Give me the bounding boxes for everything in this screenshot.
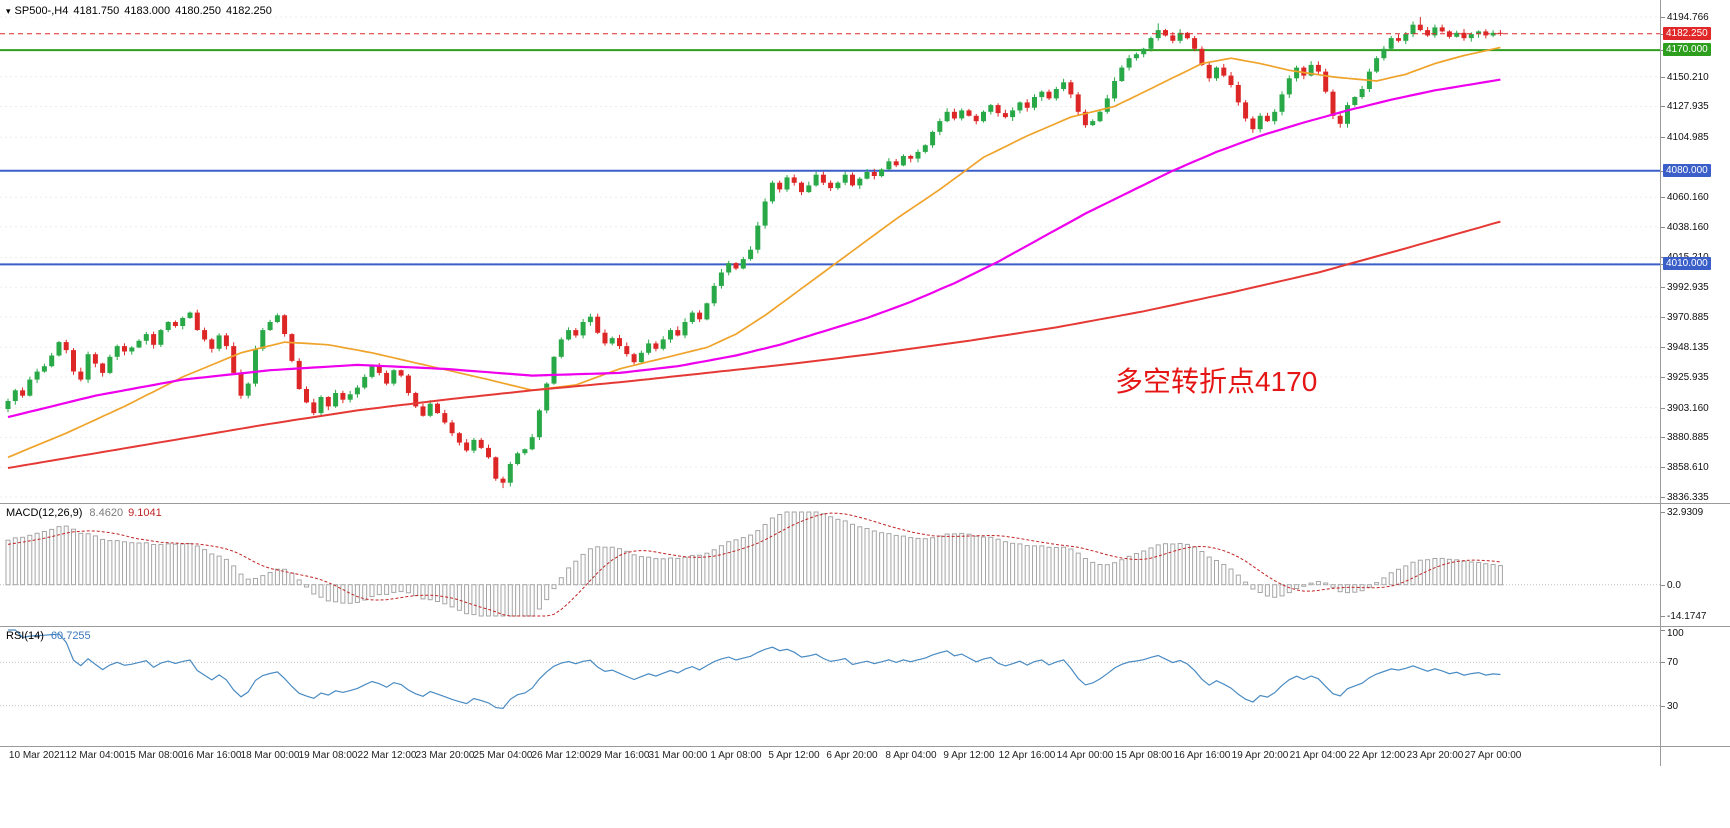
axis-tick-mark	[1661, 630, 1665, 631]
axis-tick-label: 70	[1667, 657, 1679, 668]
axis-tick-label: 3970.885	[1667, 312, 1709, 323]
axis-tick-mark	[1661, 377, 1665, 378]
axis-tick-label: 30	[1667, 701, 1679, 712]
time-axis-label: 6 Apr 20:00	[826, 750, 878, 761]
quote-high: 4183.000	[124, 5, 171, 17]
axis-tick-label: 4150.210	[1667, 72, 1709, 83]
axis-tick-mark	[1661, 467, 1665, 468]
time-axis-label: 16 Mar 16:00	[182, 750, 242, 761]
time-axis-label: 15 Mar 08:00	[124, 750, 184, 761]
axis-tick-label: 3948.135	[1667, 342, 1709, 353]
axis-tick-mark	[1661, 317, 1665, 318]
rsi-label: RSI(14) 60.7255	[6, 630, 91, 642]
axis-tick-label: 4127.935	[1667, 101, 1709, 112]
axis-tick-mark	[1661, 17, 1665, 18]
axis-tick-mark	[1661, 137, 1665, 138]
time-axis-label: 19 Apr 20:00	[1231, 750, 1289, 761]
quote-open: 4181.750	[73, 5, 120, 17]
chart-dropdown-icon[interactable]: ▾	[6, 6, 11, 16]
time-axis-label: 26 Mar 12:00	[531, 750, 591, 761]
axis-tick-mark	[1661, 227, 1665, 228]
price-axis[interactable]: 4194.766 4150.210 4127.935 4104.985 4060.160…	[1660, 0, 1730, 766]
axis-tick-mark	[1661, 77, 1665, 78]
time-axis-label: 21 Apr 04:00	[1289, 750, 1347, 761]
axis-tick-mark	[1661, 585, 1665, 586]
axis-tick-mark	[1661, 408, 1665, 409]
time-axis-label: 23 Mar 20:00	[415, 750, 475, 761]
time-axis-label: 9 Apr 12:00	[943, 750, 995, 761]
price-tag: 4080.000	[1663, 164, 1711, 177]
time-axis-label: 19 Mar 08:00	[298, 750, 358, 761]
time-axis-label: 22 Mar 12:00	[357, 750, 417, 761]
macd-name: MACD(12,26,9)	[6, 507, 83, 519]
time-axis-label: 22 Apr 12:00	[1348, 750, 1406, 761]
axis-tick-label: 3992.935	[1667, 282, 1709, 293]
price-tag: 4170.000	[1663, 43, 1711, 56]
axis-tick-mark	[1661, 347, 1665, 348]
axis-tick-label: 3903.160	[1667, 403, 1709, 414]
quote-close: 4182.250	[226, 5, 272, 17]
macd-main-value: 8.4620	[89, 507, 124, 519]
time-axis-label: 10 Mar 2021	[8, 750, 66, 761]
time-axis-label: 1 Apr 08:00	[710, 750, 762, 761]
time-axis-label: 8 Apr 04:00	[885, 750, 937, 761]
axis-tick-label: 32.9309	[1667, 507, 1704, 518]
price-chart-canvas[interactable]	[0, 0, 1660, 503]
time-axis[interactable]: 10 Mar 2021 12 Mar 04:00 15 Mar 08:00 16 Ma…	[0, 748, 1660, 766]
rsi-name: RSI(14)	[6, 630, 44, 642]
axis-tick-mark	[1661, 437, 1665, 438]
rsi-canvas[interactable]	[0, 626, 1660, 746]
panel-separator	[0, 503, 1730, 504]
time-axis-label: 15 Apr 08:00	[1115, 750, 1173, 761]
axis-tick-label: 3858.610	[1667, 462, 1709, 473]
time-axis-label: 12 Mar 04:00	[65, 750, 125, 761]
panel-separator	[0, 626, 1730, 627]
axis-tick-mark	[1661, 616, 1665, 617]
chart-title: ▾ SP500-,H4 4181.750 4183.000 4180.250 4182.2…	[6, 5, 272, 17]
time-axis-label: 18 Mar 00:00	[240, 750, 300, 761]
macd-signal-value: 9.1041	[128, 507, 162, 519]
axis-tick-mark	[1661, 662, 1665, 663]
axis-tick-label: -14.1747	[1667, 611, 1707, 622]
axis-tick-mark	[1661, 106, 1665, 107]
axis-tick-mark	[1661, 197, 1665, 198]
time-axis-label: 16 Apr 16:00	[1173, 750, 1231, 761]
axis-tick-mark	[1661, 706, 1665, 707]
time-axis-label: 14 Apr 00:00	[1056, 750, 1114, 761]
price-tag: 4182.250	[1663, 27, 1711, 40]
axis-tick-mark	[1661, 497, 1665, 498]
axis-tick-label: 3880.885	[1667, 432, 1709, 443]
symbol-period-label: SP500-,H4	[14, 5, 69, 17]
time-axis-label: 25 Mar 04:00	[473, 750, 533, 761]
chart-annotation: 多空转折点4170	[1115, 366, 1318, 397]
macd-canvas[interactable]	[0, 503, 1660, 626]
axis-tick-label: 4038.160	[1667, 222, 1709, 233]
axis-tick-label: 0.0	[1667, 580, 1681, 591]
price-tag: 4010.000	[1663, 257, 1711, 270]
axis-tick-mark	[1661, 512, 1665, 513]
quote-low: 4180.250	[175, 5, 222, 17]
axis-tick-label: 4194.766	[1667, 12, 1709, 23]
macd-label: MACD(12,26,9) 8.4620 9.1041	[6, 507, 162, 519]
panel-separator	[0, 746, 1730, 747]
axis-tick-label: 3925.935	[1667, 372, 1709, 383]
time-axis-label: 27 Apr 00:00	[1464, 750, 1522, 761]
axis-tick-mark	[1661, 287, 1665, 288]
axis-tick-label: 100	[1667, 628, 1684, 639]
time-axis-label: 31 Mar 00:00	[648, 750, 708, 761]
axis-tick-label: 4060.160	[1667, 192, 1709, 203]
axis-tick-label: 3836.335	[1667, 492, 1709, 503]
axis-tick-label: 4104.985	[1667, 132, 1709, 143]
rsi-value: 60.7255	[50, 630, 91, 642]
time-axis-label: 12 Apr 16:00	[998, 750, 1056, 761]
time-axis-label: 23 Apr 20:00	[1406, 750, 1464, 761]
time-axis-label: 5 Apr 12:00	[768, 750, 820, 761]
time-axis-label: 29 Mar 16:00	[590, 750, 650, 761]
